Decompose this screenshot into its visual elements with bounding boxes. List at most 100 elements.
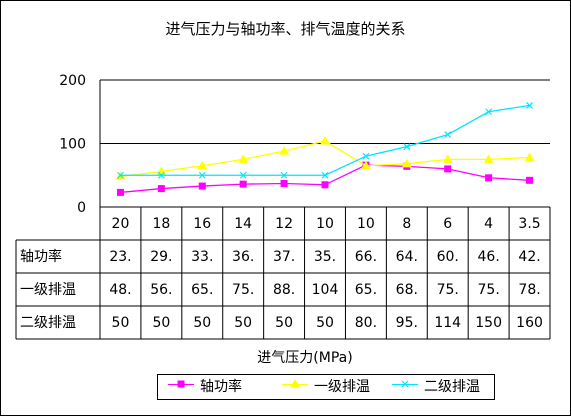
data-point [239,171,247,179]
data-point [524,152,535,161]
x-tick-label: 10 [357,216,375,232]
marker-stroke [280,171,288,179]
data-point [442,154,453,163]
table-cell: 160 [516,315,543,331]
data-point [157,185,165,193]
y-tick-label: 100 [59,137,86,153]
data-point [117,171,124,179]
table-cell: 29. [150,249,172,265]
x-tick-label: 8 [402,216,411,232]
legend-label: 二级排温 [424,379,480,395]
legend-marker-shape [177,380,185,388]
marker-stroke [321,171,329,179]
table-cell: 50 [193,315,211,331]
table-cell: 78. [518,282,540,298]
data-point [444,165,452,173]
table-cell: 33. [191,249,213,265]
data-point [362,152,370,160]
table-cell: 150 [475,315,502,331]
table-cell: 42. [518,249,540,265]
data-point [238,154,249,163]
marker-stroke [117,171,124,179]
legend-marker-shape [401,380,409,388]
x-tick-label: 6 [443,216,452,232]
table-cell: 80. [355,315,377,331]
data-point [239,180,247,188]
legend-label: 轴功率 [200,379,242,395]
x-tick-label: 16 [193,216,211,232]
marker-stroke [362,152,370,160]
y-tick-label: 200 [59,73,86,89]
data-point [321,171,329,179]
table-cell: 56. [150,282,172,298]
data-point [321,181,329,189]
data-point [320,135,330,145]
table-cell: 23. [109,249,131,265]
table-cell: 88. [273,282,295,298]
table-cell: 50 [275,315,293,331]
marker-stroke [444,131,452,139]
marker-stroke [401,380,409,388]
table-cell: 48. [109,282,131,298]
x-tick-label: 20 [112,216,130,232]
legend-marker [177,380,185,388]
table-cell: 75. [437,282,459,298]
series-line-2 [120,140,530,178]
data-point [361,160,371,170]
legend: 轴功率 一级排温 二级排温 [157,374,495,400]
x-tick-label: 18 [152,216,170,232]
legend-marker [401,380,409,388]
data-point [485,174,493,182]
data-point [403,143,411,151]
marker-stroke [198,171,206,179]
table-row-label: 轴功率 [20,248,62,265]
table-cell: 46. [478,249,500,265]
data-point [198,171,206,179]
x-tick-label: 14 [234,216,252,232]
table-row-label: 二级排温 [20,315,76,331]
table-cell: 50 [234,315,252,331]
legend-label: 一级排温 [314,379,370,395]
table-row-label: 一级排温 [20,282,76,298]
table-cell: 65. [191,282,213,298]
marker-stroke [157,171,165,179]
data-point [198,182,206,190]
table-cell: 50 [152,315,170,331]
x-tick-label: 3.5 [518,216,540,232]
table-cell: 35. [314,249,336,265]
data-point [157,171,165,179]
table-cell: 75. [232,282,254,298]
marker-stroke [526,101,533,109]
table-cell: 104 [312,282,339,298]
table-cell: 50 [112,315,130,331]
table-cell: 36. [232,249,254,265]
table-cell: 114 [434,315,461,331]
data-point [444,131,452,139]
data-point [483,154,494,163]
marker-stroke [403,143,411,151]
data-point [485,108,493,116]
chart-title: 进气压力与轴功率、排气温度的关系 [165,20,406,38]
table-cell: 95. [396,315,418,331]
table-cell: 65. [355,282,377,298]
table-cell: 60. [437,249,459,265]
marker-stroke [485,108,493,116]
table-cell: 68. [396,282,418,298]
y-tick-label: 0 [77,200,86,216]
x-tick-label: 12 [275,216,293,232]
data-point [116,188,124,196]
legend-marker-shape [290,379,300,388]
legend-marker [290,379,300,388]
x-tick-label: 4 [484,216,493,232]
table-cell: 75. [478,282,500,298]
table-cell: 37. [273,249,295,265]
table-cell: 66. [355,249,377,265]
data-point [526,101,533,109]
data-point [526,176,534,184]
data-point [280,180,288,188]
table-cell: 64. [396,249,418,265]
data-point [280,171,288,179]
marker-stroke [239,171,247,179]
